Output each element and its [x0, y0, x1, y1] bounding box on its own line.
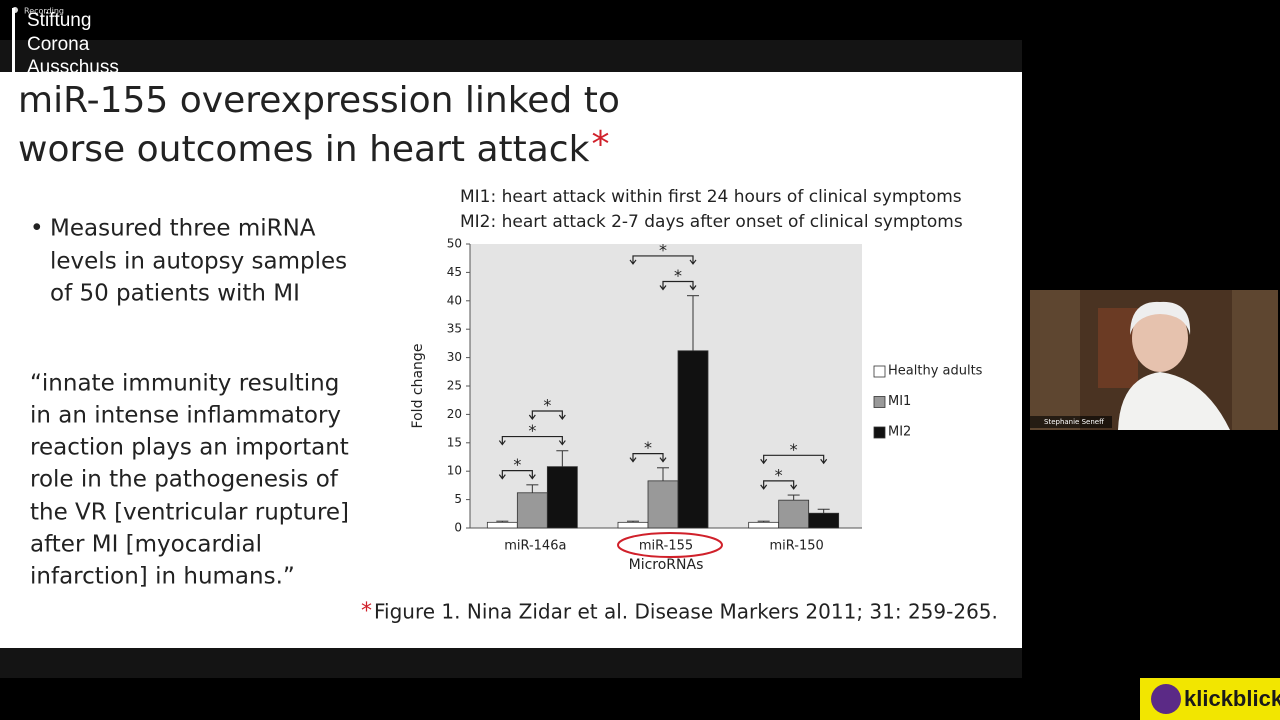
x-tick-label: miR-155 — [639, 539, 693, 554]
chart-note: MI2: heart attack 2-7 days after onset o… — [460, 212, 963, 232]
bullet-text: of 50 patients with MI — [50, 281, 300, 307]
y-tick-label: 20 — [447, 407, 462, 421]
x-tick-label: miR-146a — [504, 539, 566, 554]
x-axis-label: MicroRNAs — [629, 557, 704, 573]
recording-label: Recording — [24, 7, 64, 16]
quote-text: after MI [myocardial — [30, 532, 262, 558]
legend-label: Healthy adults — [888, 364, 983, 379]
y-tick-label: 35 — [447, 322, 462, 336]
slide-title: worse outcomes in heart attack — [18, 129, 590, 170]
significance-bracket — [629, 255, 697, 265]
significance-bracket — [659, 280, 697, 291]
logo-text: klickblick — [1184, 686, 1280, 711]
significance-label: * — [790, 440, 798, 459]
significance-bracket — [498, 470, 536, 480]
quote-text: “innate immunity resulting — [30, 371, 339, 397]
quote-text: in an intense inflammatory — [30, 403, 341, 429]
bar — [778, 499, 810, 529]
quote-text: infarction] in humans.” — [30, 564, 295, 590]
x-tick-label: miR-150 — [770, 539, 824, 554]
y-tick-label: 5 — [454, 492, 462, 506]
significance-label: * — [674, 266, 682, 285]
y-tick-label: 30 — [447, 350, 462, 364]
person-body — [1118, 372, 1230, 430]
brand-line: Corona — [27, 34, 90, 55]
y-tick-label: 50 — [447, 237, 462, 251]
significance-label: * — [543, 395, 551, 414]
significance-label: * — [775, 465, 783, 484]
quote-text: role in the pathogenesis of — [30, 467, 339, 493]
bullet-text: levels in autopsy samples — [50, 249, 347, 275]
person-face — [1132, 304, 1188, 372]
significance-bracket — [528, 410, 566, 420]
legend-label: MI2 — [888, 425, 911, 440]
logo-icon — [1151, 684, 1181, 714]
slide-title: miR-155 overexpression linked to — [18, 80, 620, 121]
bullet-marker: • — [30, 216, 44, 242]
highlight-circle — [617, 532, 723, 558]
bookshelf — [1030, 290, 1080, 430]
citation: Figure 1. Nina Zidar et al. Disease Mark… — [374, 600, 998, 624]
bookshelf — [1232, 290, 1278, 430]
bar — [486, 521, 518, 529]
chart-note: MI1: heart attack within first 24 hours … — [460, 187, 962, 207]
y-tick-label: 0 — [454, 521, 462, 535]
bar — [808, 512, 840, 529]
title-asterisk: * — [591, 124, 609, 165]
chart: 0 5 10 15 20 25 30 35 40 45 50 Fold change MicroRNAs… — [410, 237, 983, 574]
bar — [647, 480, 679, 529]
legend-swatch — [873, 396, 886, 408]
bar — [516, 492, 548, 529]
y-tick-label: 45 — [447, 265, 462, 279]
bar — [677, 350, 709, 529]
bar — [617, 521, 649, 529]
y-axis-label: Fold change — [410, 344, 426, 429]
brand-line: Stiftung — [27, 10, 91, 31]
significance-bracket — [760, 454, 828, 465]
legend-label: MI1 — [888, 394, 911, 409]
brand-bar — [12, 8, 15, 72]
bar — [546, 466, 578, 529]
quote-text: reaction plays an important — [30, 435, 349, 461]
quote-text: the VR [ventricular rupture] — [30, 500, 349, 526]
participant-tile: Stephanie Seneff — [1030, 290, 1278, 430]
bar — [748, 521, 780, 529]
y-tick-label: 25 — [447, 379, 462, 393]
name-tag — [1030, 416, 1112, 428]
legend-swatch — [873, 426, 886, 439]
citation-asterisk: * — [361, 599, 372, 624]
person-hair — [1130, 301, 1191, 335]
significance-bracket — [629, 452, 667, 463]
legend-swatch — [873, 365, 886, 378]
bullet-text: Measured three miRNA — [50, 216, 316, 242]
brand-mask — [0, 72, 1022, 78]
y-tick-label: 15 — [447, 435, 462, 449]
significance-bracket — [760, 480, 798, 490]
significance-label: * — [659, 240, 667, 259]
significance-label: * — [513, 455, 521, 474]
participant-name: Stephanie Seneff — [1044, 418, 1104, 426]
door — [1098, 308, 1138, 388]
y-tick-label: 40 — [447, 293, 462, 307]
bottom-band — [0, 648, 1022, 678]
top-band — [0, 40, 1022, 72]
significance-bracket — [498, 435, 566, 446]
significance-label: * — [528, 421, 536, 440]
y-tick-label: 10 — [447, 464, 462, 478]
significance-label: * — [644, 438, 652, 457]
